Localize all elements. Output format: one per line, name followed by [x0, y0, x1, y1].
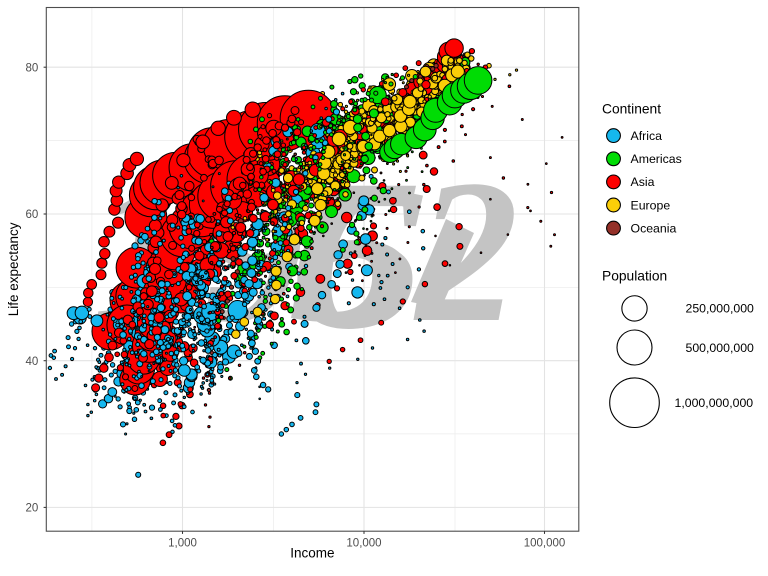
svg-text:Continent: Continent — [602, 102, 661, 117]
svg-text:250,000,000: 250,000,000 — [686, 302, 755, 316]
svg-text:Asia: Asia — [631, 175, 655, 189]
svg-text:1,000: 1,000 — [168, 538, 197, 550]
svg-text:Oceania: Oceania — [631, 221, 677, 235]
svg-text:Population: Population — [602, 269, 667, 284]
svg-text:500,000,000: 500,000,000 — [686, 341, 755, 355]
svg-text:80: 80 — [26, 62, 39, 74]
svg-text:40: 40 — [26, 356, 39, 368]
svg-text:Americas: Americas — [631, 152, 682, 166]
svg-text:100,000: 100,000 — [524, 538, 566, 550]
svg-text:Income: Income — [290, 546, 334, 561]
svg-text:Life expectancy: Life expectancy — [6, 222, 21, 316]
svg-text:1,000,000,000: 1,000,000,000 — [675, 396, 754, 410]
svg-text:10,000: 10,000 — [346, 538, 381, 550]
svg-text:20: 20 — [26, 503, 39, 515]
svg-text:Europe: Europe — [631, 198, 671, 212]
svg-text:60: 60 — [26, 209, 39, 221]
svg-text:Africa: Africa — [631, 129, 663, 143]
